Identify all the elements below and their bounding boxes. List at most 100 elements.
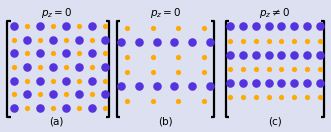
Text: $p_z = 0$: $p_z = 0$ bbox=[41, 6, 72, 20]
Point bbox=[292, 68, 297, 70]
Point bbox=[175, 100, 181, 102]
Point bbox=[76, 66, 82, 68]
Point bbox=[24, 25, 29, 27]
Point bbox=[76, 107, 82, 109]
Point bbox=[292, 96, 297, 98]
Point bbox=[279, 82, 284, 84]
Point bbox=[125, 100, 130, 102]
Point bbox=[76, 52, 82, 55]
Point bbox=[125, 71, 130, 73]
Point bbox=[90, 66, 95, 68]
Point bbox=[37, 52, 43, 55]
Point bbox=[119, 41, 124, 43]
Point bbox=[172, 41, 177, 43]
Point bbox=[64, 25, 69, 27]
Point bbox=[201, 71, 206, 73]
Point bbox=[150, 100, 156, 102]
Point bbox=[11, 39, 17, 41]
Point bbox=[50, 25, 56, 27]
Point bbox=[279, 54, 284, 56]
Point bbox=[253, 68, 259, 70]
Point bbox=[266, 68, 271, 70]
Point bbox=[228, 82, 233, 84]
Point bbox=[103, 93, 108, 95]
Point bbox=[253, 54, 259, 56]
Point bbox=[241, 39, 246, 42]
Text: $p_z = 0$: $p_z = 0$ bbox=[150, 6, 181, 20]
Point bbox=[150, 71, 156, 73]
Point bbox=[11, 107, 17, 109]
Point bbox=[50, 66, 56, 68]
Point bbox=[64, 79, 69, 82]
Point bbox=[64, 93, 69, 95]
Point bbox=[64, 39, 69, 41]
Point bbox=[64, 107, 69, 109]
Point bbox=[154, 41, 159, 43]
Point bbox=[228, 54, 233, 56]
Point bbox=[50, 52, 56, 55]
Point bbox=[304, 96, 309, 98]
Point bbox=[90, 107, 95, 109]
Point bbox=[228, 96, 233, 98]
Point bbox=[317, 25, 322, 27]
Point bbox=[292, 39, 297, 42]
Point bbox=[50, 79, 56, 82]
Point bbox=[37, 79, 43, 82]
Point bbox=[304, 82, 309, 84]
Point bbox=[103, 52, 108, 55]
Point bbox=[37, 39, 43, 41]
Point bbox=[253, 39, 259, 42]
Point bbox=[317, 54, 322, 56]
Point bbox=[90, 39, 95, 41]
Point bbox=[76, 93, 82, 95]
Point bbox=[24, 93, 29, 95]
Point bbox=[175, 71, 181, 73]
Point bbox=[24, 107, 29, 109]
Point bbox=[317, 39, 322, 42]
Point bbox=[64, 66, 69, 68]
Point bbox=[150, 27, 156, 29]
Point bbox=[103, 107, 108, 109]
Point bbox=[279, 96, 284, 98]
Point bbox=[119, 85, 124, 88]
Point bbox=[201, 56, 206, 58]
Point bbox=[304, 68, 309, 70]
Point bbox=[292, 82, 297, 84]
Point bbox=[304, 39, 309, 42]
Point bbox=[103, 25, 108, 27]
Point bbox=[189, 85, 195, 88]
Point bbox=[50, 93, 56, 95]
Point bbox=[11, 93, 17, 95]
Point bbox=[266, 39, 271, 42]
Point bbox=[241, 96, 246, 98]
Point bbox=[64, 52, 69, 55]
Point bbox=[125, 56, 130, 58]
Text: (a): (a) bbox=[49, 117, 64, 127]
Point bbox=[253, 82, 259, 84]
Point bbox=[266, 25, 271, 27]
Point bbox=[103, 39, 108, 41]
Point bbox=[90, 93, 95, 95]
Point bbox=[228, 39, 233, 42]
Point bbox=[24, 79, 29, 82]
Point bbox=[103, 66, 108, 68]
Point bbox=[266, 54, 271, 56]
Point bbox=[172, 85, 177, 88]
Point bbox=[279, 39, 284, 42]
Point bbox=[154, 85, 159, 88]
Point bbox=[189, 41, 195, 43]
Point bbox=[103, 79, 108, 82]
Point bbox=[241, 82, 246, 84]
Text: (c): (c) bbox=[268, 117, 282, 127]
Point bbox=[11, 52, 17, 55]
Point bbox=[11, 79, 17, 82]
Point bbox=[136, 85, 142, 88]
Point bbox=[175, 27, 181, 29]
Point bbox=[201, 100, 206, 102]
Point bbox=[11, 66, 17, 68]
Point bbox=[304, 25, 309, 27]
Point bbox=[90, 79, 95, 82]
Point bbox=[125, 27, 130, 29]
Point bbox=[241, 68, 246, 70]
Point bbox=[207, 85, 212, 88]
